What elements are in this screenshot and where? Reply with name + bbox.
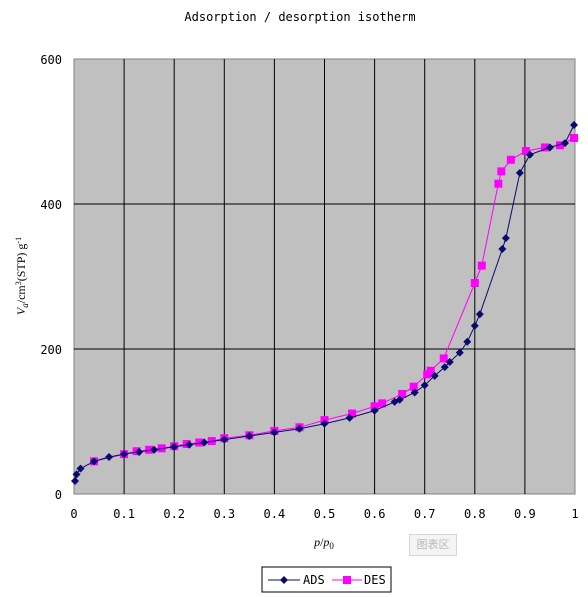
data-point-ads (120, 450, 129, 459)
data-point-ads (105, 453, 114, 462)
x-tick-label: 0.6 (364, 507, 386, 521)
y-axis-title-sup2: -1 (14, 237, 23, 244)
x-tick-label: 0.8 (464, 507, 486, 521)
data-point-des (439, 354, 448, 363)
data-point-des (569, 134, 578, 143)
data-point-ads (440, 363, 449, 372)
data-point-des (470, 279, 479, 288)
x-tick-label: 0 (70, 507, 77, 521)
y-axis-ticks: 0 200 400 600 (40, 53, 62, 502)
data-point-des (195, 438, 204, 447)
x-tick-label: 0.7 (414, 507, 436, 521)
x-axis-title: p/p0 (313, 535, 334, 551)
y-tick-label: 0 (55, 488, 62, 502)
x-tick-label: 1 (571, 507, 578, 521)
y-axis-title-rest2: (STP) g (14, 244, 28, 282)
data-point-ads (498, 244, 507, 253)
x-tick-label: 0.1 (113, 507, 135, 521)
x-axis-title-p0-sub: 0 (329, 541, 334, 551)
y-tick-label: 400 (40, 198, 62, 212)
x-tick-label: 0.9 (514, 507, 536, 521)
data-point-des (398, 389, 407, 398)
data-point-ads (76, 464, 85, 473)
data-point-ads (170, 442, 179, 451)
data-point-ads (410, 388, 419, 397)
chart-title: Adsorption / desorption isotherm (184, 10, 415, 24)
data-point-ads (71, 476, 80, 485)
data-point-ads (245, 432, 254, 440)
y-axis-title-rest1: /cm (14, 285, 28, 304)
data-point-ads (545, 143, 554, 152)
data-point-ads (90, 457, 99, 466)
x-axis-ticks: 0 0.1 0.2 0.3 0.4 0.5 0.6 0.7 0.8 0.9 1 (70, 507, 578, 521)
data-point-des (555, 141, 564, 150)
chart-area-watermark: 图表区 (409, 534, 457, 556)
data-point-ads (455, 348, 464, 357)
data-point-ads (475, 310, 484, 319)
y-axis-title-v: V (14, 306, 28, 315)
data-point-ads (220, 435, 229, 444)
data-point-des (426, 366, 435, 375)
x-axis-title-sep: / (320, 535, 324, 549)
data-point-ads (463, 337, 472, 346)
legend-des-marker (343, 576, 351, 584)
data-point-ads (395, 395, 404, 404)
data-point-des (145, 445, 154, 454)
x-tick-label: 0.5 (314, 507, 336, 521)
data-point-des (370, 402, 379, 411)
y-axis-title: Va/cm3(STP) g-1 (14, 237, 30, 315)
legend-des-label: DES (364, 573, 386, 587)
data-point-des (378, 399, 387, 408)
data-point-ads (569, 120, 578, 129)
y-axis-title-sup: 3 (14, 281, 23, 285)
data-point-ads (345, 413, 354, 422)
data-point-des (477, 261, 486, 270)
data-point-ads (501, 234, 510, 243)
data-point-ads (430, 371, 439, 380)
y-tick-label: 600 (40, 53, 62, 67)
data-point-des (409, 382, 418, 391)
data-point-ads (560, 139, 569, 148)
y-tick-label: 200 (40, 343, 62, 357)
data-point-des (497, 167, 506, 176)
data-point-ads (370, 406, 379, 415)
data-point-ads (320, 419, 329, 428)
data-point-ads (185, 440, 194, 449)
data-point-ads (445, 358, 454, 367)
x-tick-label: 0.2 (163, 507, 185, 521)
x-axis-title-p0: p (322, 535, 329, 549)
data-point-ads (295, 424, 304, 433)
data-point-ads (150, 445, 159, 454)
data-point-des (506, 155, 515, 164)
data-point-ads (525, 150, 534, 159)
x-axis-title-p: p (313, 535, 320, 549)
data-point-ads (515, 168, 524, 177)
data-point-ads (470, 321, 479, 330)
gridlines (74, 59, 575, 494)
data-point-des (348, 409, 357, 418)
data-point-ads (420, 381, 429, 390)
data-point-ads (72, 470, 81, 479)
legend-ads-label: ADS (303, 573, 325, 587)
y-axis-title-v-sub: a (20, 303, 30, 308)
x-tick-label: 0.4 (264, 507, 286, 521)
data-point-ads (270, 428, 279, 437)
data-point-des (494, 179, 503, 188)
data-point-ads (200, 438, 209, 447)
legend-ads-marker (280, 576, 288, 584)
data-point-des (521, 147, 530, 156)
series-layer (71, 120, 578, 485)
data-point-des (540, 143, 549, 152)
legend: ADS DES (261, 566, 392, 593)
data-point-ads (135, 447, 144, 456)
x-tick-label: 0.3 (213, 507, 235, 521)
